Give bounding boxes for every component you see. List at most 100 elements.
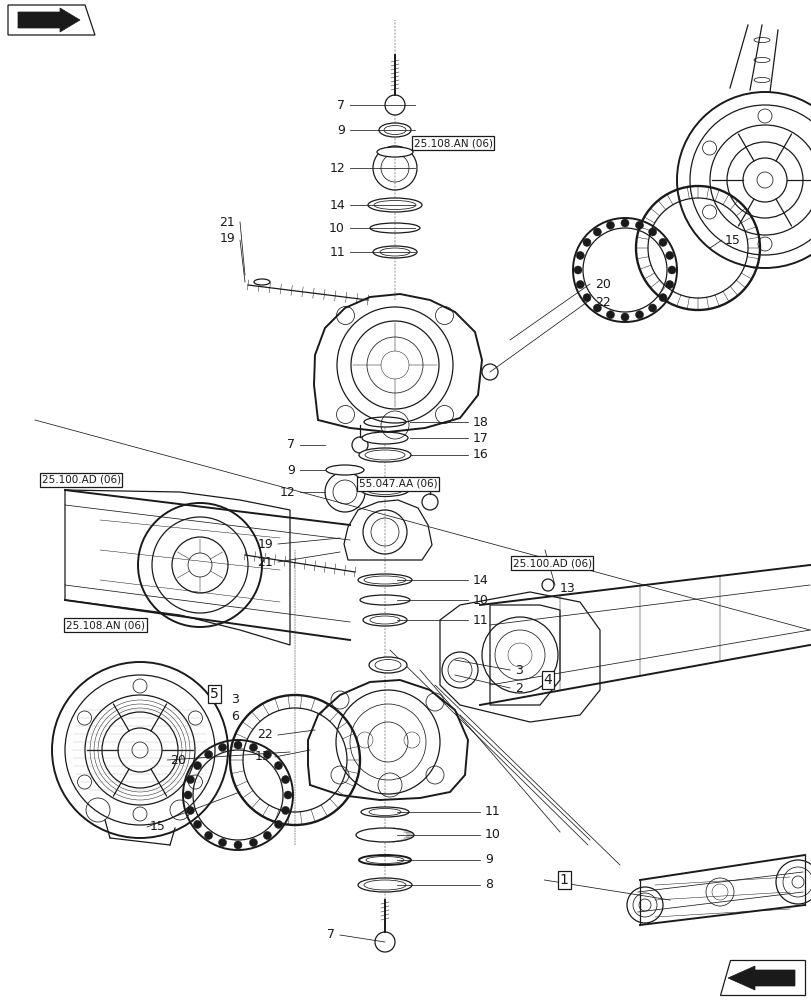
Text: 6: 6 <box>231 710 239 723</box>
Circle shape <box>249 839 257 847</box>
Text: 4: 4 <box>543 673 551 687</box>
Circle shape <box>204 831 212 839</box>
Text: 55.047.AA (06): 55.047.AA (06) <box>358 479 436 489</box>
Circle shape <box>659 238 666 246</box>
Circle shape <box>263 751 271 759</box>
Ellipse shape <box>361 807 409 817</box>
Circle shape <box>576 281 584 289</box>
Circle shape <box>667 266 676 274</box>
Polygon shape <box>727 966 794 990</box>
Text: 11: 11 <box>328 245 345 258</box>
Circle shape <box>274 820 282 828</box>
Circle shape <box>187 776 194 784</box>
Circle shape <box>441 652 478 688</box>
Text: 18: 18 <box>473 416 488 428</box>
Circle shape <box>659 294 666 302</box>
Ellipse shape <box>363 417 406 427</box>
Circle shape <box>648 228 656 236</box>
Ellipse shape <box>254 279 270 285</box>
Circle shape <box>576 251 584 259</box>
Circle shape <box>281 806 290 814</box>
Text: 7: 7 <box>337 99 345 112</box>
Circle shape <box>606 221 614 229</box>
Text: 10: 10 <box>473 593 488 606</box>
Circle shape <box>204 751 212 759</box>
Text: 8: 8 <box>484 878 492 892</box>
Text: 2: 2 <box>514 682 522 694</box>
Text: 20: 20 <box>594 277 610 290</box>
Text: 25.100.AD (06): 25.100.AD (06) <box>41 475 121 485</box>
Circle shape <box>582 238 590 246</box>
Text: 3: 3 <box>231 693 239 706</box>
Circle shape <box>541 579 553 591</box>
Circle shape <box>351 437 367 453</box>
Text: 9: 9 <box>287 464 294 477</box>
Ellipse shape <box>325 465 363 475</box>
Text: 13: 13 <box>560 582 575 594</box>
Circle shape <box>593 228 601 236</box>
Text: 13: 13 <box>254 750 270 764</box>
Ellipse shape <box>368 657 406 673</box>
Circle shape <box>375 932 394 952</box>
Ellipse shape <box>358 574 411 586</box>
Circle shape <box>218 743 226 751</box>
Circle shape <box>665 281 673 289</box>
Text: 7: 7 <box>327 928 335 941</box>
Ellipse shape <box>361 484 409 496</box>
Circle shape <box>218 839 226 847</box>
Text: 25.100.AD (06): 25.100.AD (06) <box>512 558 591 568</box>
Text: 25.108.AN (06): 25.108.AN (06) <box>413 138 492 148</box>
Circle shape <box>635 311 643 319</box>
Text: 11: 11 <box>484 805 500 818</box>
Text: 21: 21 <box>257 556 272 568</box>
Text: 1: 1 <box>560 873 568 887</box>
Circle shape <box>422 494 437 510</box>
Text: 15: 15 <box>724 233 740 246</box>
Circle shape <box>263 831 271 839</box>
Text: 22: 22 <box>257 728 272 741</box>
Ellipse shape <box>376 147 413 157</box>
Circle shape <box>648 304 656 312</box>
Text: 19: 19 <box>257 538 272 550</box>
Text: 7: 7 <box>286 438 294 452</box>
Circle shape <box>281 776 290 784</box>
Circle shape <box>606 311 614 319</box>
Circle shape <box>384 95 405 115</box>
Text: 15: 15 <box>150 820 165 833</box>
Circle shape <box>582 294 590 302</box>
Circle shape <box>620 219 629 227</box>
Circle shape <box>482 364 497 380</box>
Circle shape <box>635 221 643 229</box>
Circle shape <box>284 791 292 799</box>
Circle shape <box>184 791 191 799</box>
Text: 9: 9 <box>337 124 345 137</box>
Ellipse shape <box>362 432 407 444</box>
Ellipse shape <box>358 878 411 892</box>
Ellipse shape <box>379 123 410 137</box>
Polygon shape <box>8 5 95 35</box>
Text: 17: 17 <box>473 432 488 444</box>
Text: 10: 10 <box>328 222 345 235</box>
Circle shape <box>132 742 148 758</box>
Text: 3: 3 <box>514 664 522 676</box>
Circle shape <box>665 251 673 259</box>
Text: 16: 16 <box>473 448 488 462</box>
Polygon shape <box>719 960 804 995</box>
Text: 21: 21 <box>219 216 234 229</box>
Ellipse shape <box>372 246 417 258</box>
Circle shape <box>193 762 201 770</box>
Ellipse shape <box>358 448 410 462</box>
Circle shape <box>756 172 772 188</box>
Text: 5: 5 <box>210 687 218 701</box>
Circle shape <box>593 304 601 312</box>
Text: 25.108.AN (06): 25.108.AN (06) <box>66 620 145 630</box>
Text: 19: 19 <box>219 232 234 244</box>
Text: 14: 14 <box>473 574 488 586</box>
Text: 22: 22 <box>594 296 610 308</box>
Circle shape <box>193 820 201 828</box>
Text: 9: 9 <box>484 853 492 866</box>
Circle shape <box>234 841 242 849</box>
Circle shape <box>573 266 581 274</box>
Text: 10: 10 <box>484 828 500 841</box>
Circle shape <box>187 806 194 814</box>
